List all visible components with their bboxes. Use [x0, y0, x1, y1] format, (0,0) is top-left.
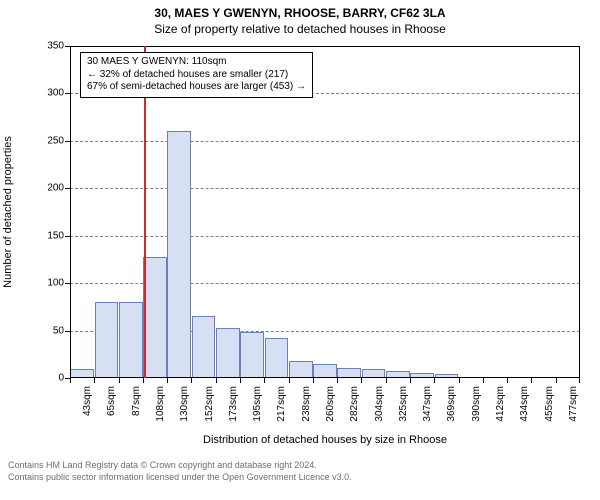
x-tick-label: 65sqm — [106, 386, 117, 416]
x-tickmark — [119, 378, 120, 383]
x-tick-label: 43sqm — [82, 386, 93, 416]
x-tickmark — [556, 378, 557, 383]
x-tickmark — [434, 378, 435, 383]
histogram-bar — [167, 131, 191, 378]
x-tickmark — [579, 378, 580, 383]
chart-title: 30, MAES Y GWENYN, RHOOSE, BARRY, CF62 3… — [0, 6, 600, 20]
x-tickmark — [70, 378, 71, 383]
x-tick-label: 347sqm — [422, 386, 433, 422]
axis-line — [579, 46, 580, 378]
x-tick-label: 217sqm — [276, 386, 287, 422]
footer: Contains HM Land Registry data © Crown c… — [0, 460, 600, 483]
x-tickmark — [483, 378, 484, 383]
y-tick-label: 250 — [47, 135, 64, 146]
y-tick-label: 50 — [53, 325, 64, 336]
annotation-box: 30 MAES Y GWENYN: 110sqm← 32% of detache… — [80, 52, 313, 98]
x-tick-label: 390sqm — [471, 386, 482, 422]
x-tick-label: 152sqm — [204, 386, 215, 422]
gridline — [70, 236, 580, 238]
x-tick-label: 304sqm — [374, 386, 385, 422]
y-tick-label: 350 — [47, 41, 64, 52]
y-axis-label: Number of detached properties — [2, 136, 14, 288]
footer-line-2: Contains public sector information licen… — [8, 472, 592, 484]
y-tick-label: 150 — [47, 230, 64, 241]
histogram-bar — [289, 361, 313, 378]
x-tick-label: 369sqm — [446, 386, 457, 422]
histogram-bar — [95, 302, 119, 378]
x-tickmark — [386, 378, 387, 383]
x-tickmark — [216, 378, 217, 383]
histogram-bar — [313, 364, 337, 378]
annotation-line: 30 MAES Y GWENYN: 110sqm — [87, 56, 306, 69]
x-tickmark — [167, 378, 168, 383]
y-tick-label: 300 — [47, 88, 64, 99]
gridline — [70, 141, 580, 143]
x-axis-label: Distribution of detached houses by size … — [70, 434, 580, 446]
x-tickmark — [143, 378, 144, 383]
x-tick-label: 173sqm — [228, 386, 239, 422]
gridline — [70, 188, 580, 190]
x-tickmark — [410, 378, 411, 383]
x-tickmark — [94, 378, 95, 383]
axis-line — [70, 377, 580, 378]
x-tick-label: 195sqm — [252, 386, 263, 422]
x-tickmark — [313, 378, 314, 383]
x-tickmark — [289, 378, 290, 383]
x-tickmark — [361, 378, 362, 383]
x-tick-label: 282sqm — [349, 386, 360, 422]
x-tick-label: 87sqm — [131, 386, 142, 416]
x-tick-label: 412sqm — [495, 386, 506, 422]
x-tickmark — [240, 378, 241, 383]
annotation-line: 67% of semi-detached houses are larger (… — [87, 81, 306, 94]
x-tick-label: 130sqm — [179, 386, 190, 422]
y-tick-label: 200 — [47, 183, 64, 194]
x-tick-label: 325sqm — [398, 386, 409, 422]
histogram-bar — [119, 302, 143, 378]
x-tick-label: 434sqm — [519, 386, 530, 422]
x-tick-label: 108sqm — [155, 386, 166, 422]
x-tick-label: 477sqm — [568, 386, 579, 422]
histogram-bar — [143, 257, 167, 378]
axis-line — [70, 46, 580, 47]
footer-line-1: Contains HM Land Registry data © Crown c… — [8, 460, 592, 472]
x-tickmark — [531, 378, 532, 383]
y-tick-label: 100 — [47, 278, 64, 289]
annotation-line: ← 32% of detached houses are smaller (21… — [87, 69, 306, 82]
x-tickmark — [191, 378, 192, 383]
histogram-bar — [265, 338, 289, 378]
histogram-bar — [240, 332, 264, 378]
x-tick-label: 455sqm — [544, 386, 555, 422]
x-tickmark — [337, 378, 338, 383]
x-tick-label: 238sqm — [301, 386, 312, 422]
chart-subtitle: Size of property relative to detached ho… — [0, 22, 600, 36]
chart-container: 30, MAES Y GWENYN, RHOOSE, BARRY, CF62 3… — [0, 0, 600, 500]
histogram-bar — [216, 328, 240, 378]
x-tickmark — [264, 378, 265, 383]
histogram-bar — [192, 316, 216, 378]
x-tickmark — [507, 378, 508, 383]
axis-line — [70, 46, 71, 378]
y-tick-label: 0 — [58, 373, 64, 384]
x-tickmark — [459, 378, 460, 383]
x-tick-label: 260sqm — [325, 386, 336, 422]
